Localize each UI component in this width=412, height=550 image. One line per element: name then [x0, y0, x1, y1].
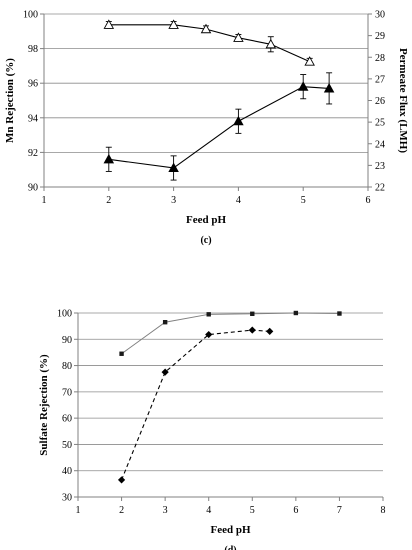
data-point [297, 81, 309, 91]
y-tick-label: 80 [62, 361, 72, 372]
x-tick-label: 7 [337, 505, 342, 516]
x-tick-label: 4 [236, 195, 241, 206]
data-point [162, 320, 168, 325]
y-tick-label: 50 [62, 440, 72, 451]
y-tick-label: 60 [62, 414, 72, 425]
y-tick-label: 100 [57, 309, 72, 320]
y2-tick-label: 30 [375, 10, 385, 21]
data-point [117, 476, 126, 484]
y-axis-label: Mn Rejection (%) [4, 58, 16, 143]
y-tick-label: 96 [28, 79, 38, 90]
y-tick-label: 40 [62, 466, 72, 477]
x-tick-label: 5 [250, 505, 255, 516]
data-point [304, 56, 315, 66]
data-point [103, 153, 115, 164]
x-tick-label: 2 [106, 195, 111, 206]
x-tick-label: 3 [171, 195, 176, 206]
x-tick-label: 8 [381, 505, 386, 516]
x-tick-label: 6 [293, 505, 298, 516]
y-tick-label: 98 [28, 44, 38, 55]
y2-tick-label: 22 [375, 183, 385, 194]
y2-axis-label: Permeate Flux (LMH) [397, 48, 409, 153]
series-1-line [108, 24, 310, 63]
data-point [233, 115, 244, 126]
chart-c: 1 2 3 4 5 69092949698100222324252627282930Fee… [4, 10, 409, 247]
y2-tick-label: 29 [375, 31, 385, 42]
y2-tick-label: 25 [375, 118, 385, 129]
x-tick-label: 4 [206, 505, 211, 516]
x-axis-label: Feed pH [210, 524, 250, 536]
series-2-line [121, 329, 270, 481]
y2-tick-label: 28 [375, 53, 385, 64]
data-point [293, 310, 299, 316]
data-point [323, 82, 335, 93]
y-axis-label: Sulfate Rejection (%) [38, 354, 50, 456]
data-point [200, 23, 212, 34]
x-tick-label: 2 [119, 505, 124, 516]
data-point [266, 327, 274, 335]
x-tick-label: 3 [163, 505, 168, 516]
y2-tick-label: 26 [375, 96, 385, 107]
x-tick-label: 1 [76, 505, 81, 516]
panel-label: (d) [224, 545, 236, 550]
series-2-line [108, 86, 330, 169]
y2-tick-label: 27 [375, 74, 385, 85]
y2-tick-label: 23 [375, 161, 385, 172]
x-tick-label: 1 [42, 195, 47, 206]
y-tick-label: 90 [28, 183, 38, 194]
data-point [103, 19, 115, 29]
y-tick-label: 100 [23, 10, 38, 21]
y-tick-label: 94 [28, 113, 38, 124]
x-axis-label: Feed pH [186, 214, 226, 226]
data-point [250, 311, 255, 316]
data-point [248, 326, 256, 334]
y-tick-label: 92 [28, 148, 38, 159]
x-tick-label: 5 [301, 195, 306, 206]
data-point [168, 162, 179, 173]
series-1-line [121, 312, 340, 355]
y-tick-label: 30 [62, 493, 72, 504]
data-point [265, 38, 277, 49]
data-point [337, 311, 342, 316]
y2-tick-label: 24 [375, 139, 385, 150]
data-point [119, 351, 124, 356]
data-point [206, 312, 211, 317]
chart-d: 1 2 3 4 5 6 7 8 30 40 50 60 70 80 90 100 Feed pH Sulfate … [38, 309, 386, 550]
y-tick-label: 70 [62, 387, 72, 398]
y-tick-label: 90 [62, 335, 72, 346]
data-point [233, 32, 244, 42]
data-point [205, 330, 213, 339]
data-point [161, 368, 169, 376]
data-point [168, 19, 179, 29]
panel-label: (c) [200, 235, 211, 246]
x-tick-label: 6 [366, 195, 371, 206]
